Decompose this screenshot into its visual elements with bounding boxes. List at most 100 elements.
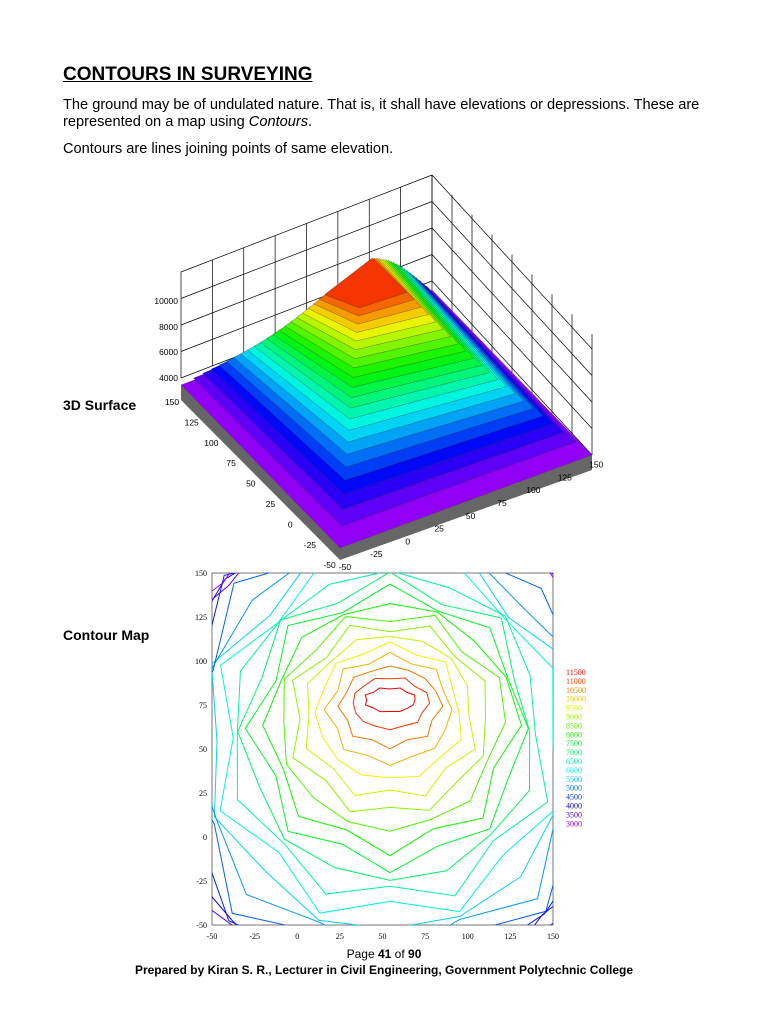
z-tick-label: 4000 xyxy=(159,373,178,383)
surface-band xyxy=(324,257,408,309)
x-tick-label: -50 xyxy=(207,932,218,940)
legend-entry: 4500 xyxy=(566,793,582,802)
legend-entry: 11500 xyxy=(566,668,586,677)
x-tick-label: 0 xyxy=(295,932,299,940)
y-tick-label: -50 xyxy=(196,921,207,930)
y-tick-label: 100 xyxy=(195,657,207,666)
contour-line xyxy=(236,573,549,897)
y-tick-label: 50 xyxy=(199,745,207,754)
x-tick-label: 25 xyxy=(336,932,344,940)
legend-entry: 9500 xyxy=(566,704,582,713)
legend-entry: 7500 xyxy=(566,739,582,748)
x-tick-label: 100 xyxy=(462,932,474,940)
y-tick-label: 100 xyxy=(204,438,218,448)
z-tick-label: 8000 xyxy=(159,322,178,332)
x-tick-label: 75 xyxy=(497,498,507,508)
page: 41 xyxy=(377,947,392,961)
contour-plot: -50 -25 0 25 50 75 100 125 150 150 125 100 75 50 25 0 -2… xyxy=(195,569,586,940)
text: Page xyxy=(346,947,378,961)
y-tick-label: 150 xyxy=(195,569,207,578)
contour-line xyxy=(283,614,507,832)
x-tick-label: 125 xyxy=(504,932,516,940)
figures: 400060008000100001501251007550250-25-50-… xyxy=(154,174,604,940)
x-tick-label: 150 xyxy=(547,932,559,940)
x-tick-label: 0 xyxy=(405,536,410,546)
contour-line xyxy=(364,687,416,713)
x-tick-label: 50 xyxy=(379,932,387,940)
surface-plot: 400060008000100001501251007550250-25-50-… xyxy=(154,174,604,572)
contour-line xyxy=(244,583,529,874)
x-tick-label: -50 xyxy=(339,562,352,572)
y-tick-label: 125 xyxy=(185,417,199,427)
title: CONTOURS IN SURVEYING xyxy=(63,64,313,85)
grid-line xyxy=(180,174,433,273)
plot-frame xyxy=(211,572,554,926)
y-tick-label: -25 xyxy=(304,540,317,550)
y-tick-label: 25 xyxy=(266,499,276,509)
x-tick-label: 125 xyxy=(558,472,572,482)
y-tick-label: 75 xyxy=(226,458,236,468)
surface-skirt xyxy=(181,385,592,560)
grid-line xyxy=(431,280,593,456)
figure-label: Contour Map xyxy=(63,627,150,643)
y-tick-label: 0 xyxy=(288,519,293,529)
contour-line xyxy=(314,641,462,779)
contour-line xyxy=(323,651,453,766)
legend-entry: 7000 xyxy=(566,748,582,757)
x-tick-label: -25 xyxy=(249,932,260,940)
credit: Prepared by Kiran S. R., Lecturer in Civ… xyxy=(134,963,634,977)
legend-entry: 5500 xyxy=(566,775,582,784)
legend-entry: 3000 xyxy=(566,819,582,828)
text: of xyxy=(391,947,409,961)
y-tick-label: -25 xyxy=(196,877,207,886)
emphasis: Contours xyxy=(248,114,309,130)
contour-line xyxy=(305,635,476,797)
grid-line xyxy=(431,174,593,350)
z-tick-label: 6000 xyxy=(159,347,178,357)
legend-entry: 6500 xyxy=(566,757,582,766)
contour-line xyxy=(337,665,444,750)
paragraph: Contours are lines joining points of sam… xyxy=(63,141,394,157)
grid-line xyxy=(431,227,593,403)
contour-line xyxy=(212,573,553,925)
legend-entry: 4000 xyxy=(566,802,582,811)
legend-entry: 10000 xyxy=(566,695,586,704)
text: . xyxy=(308,114,313,130)
grid-line xyxy=(180,227,433,326)
contour-line xyxy=(292,624,486,813)
legend-entry: 5000 xyxy=(566,784,582,793)
grid-line xyxy=(431,254,593,429)
legend-entry: 8500 xyxy=(566,721,582,730)
y-tick-label: 75 xyxy=(199,701,207,710)
x-tick-label: 150 xyxy=(589,460,603,470)
legend-entry: 11000 xyxy=(566,677,586,686)
y-tick-label: 25 xyxy=(199,789,207,798)
contour-line xyxy=(219,573,553,914)
x-tick-label: 50 xyxy=(466,511,476,521)
y-tick-label: 50 xyxy=(246,479,256,489)
x-tick-label: 75 xyxy=(421,932,429,940)
y-tick-label: 150 xyxy=(165,397,179,407)
contour-line xyxy=(262,603,523,857)
x-tick-label: 100 xyxy=(526,485,540,495)
legend-entry: 8000 xyxy=(566,730,582,739)
contour-line xyxy=(212,573,553,925)
y-tick-label: -50 xyxy=(323,560,336,570)
y-tick-label: 125 xyxy=(195,613,207,622)
text: The ground may be of undulated nature. T… xyxy=(63,97,700,130)
figure-label: 3D Surface xyxy=(63,397,137,413)
page-number: Page 41 of 90 xyxy=(0,947,768,961)
legend-entry: 10500 xyxy=(566,686,586,695)
y-tick-label: 0 xyxy=(203,833,207,842)
x-tick-label: -25 xyxy=(370,549,383,559)
grid-line xyxy=(180,201,433,299)
legend-entry: 3500 xyxy=(566,810,582,819)
contour-line xyxy=(352,677,431,731)
legend-entry: 9000 xyxy=(566,713,582,722)
total: 90 xyxy=(408,947,422,961)
legend-entry: 6000 xyxy=(566,766,582,775)
grid-line xyxy=(431,201,593,376)
z-tick-label: 10000 xyxy=(154,296,178,306)
x-tick-label: 25 xyxy=(434,524,444,534)
